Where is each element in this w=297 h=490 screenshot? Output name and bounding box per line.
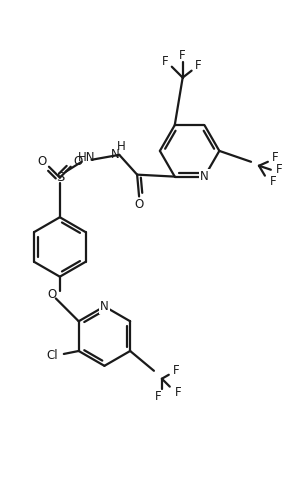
Text: O: O (37, 155, 47, 168)
Text: H: H (117, 141, 126, 153)
Text: O: O (135, 198, 144, 211)
Text: Cl: Cl (46, 349, 58, 363)
Text: N: N (100, 300, 109, 313)
Text: F: F (275, 163, 282, 176)
Text: F: F (162, 55, 168, 68)
Text: F: F (179, 49, 186, 62)
Text: F: F (269, 175, 276, 188)
Text: F: F (173, 364, 179, 377)
Text: O: O (73, 155, 82, 168)
Text: O: O (47, 288, 56, 301)
Text: F: F (195, 59, 202, 72)
Text: N: N (200, 170, 209, 183)
Text: F: F (154, 390, 161, 403)
Text: F: F (271, 151, 278, 164)
Text: F: F (174, 386, 181, 399)
Text: S: S (56, 171, 64, 184)
Text: HN: HN (78, 151, 95, 164)
Text: N: N (111, 148, 120, 161)
